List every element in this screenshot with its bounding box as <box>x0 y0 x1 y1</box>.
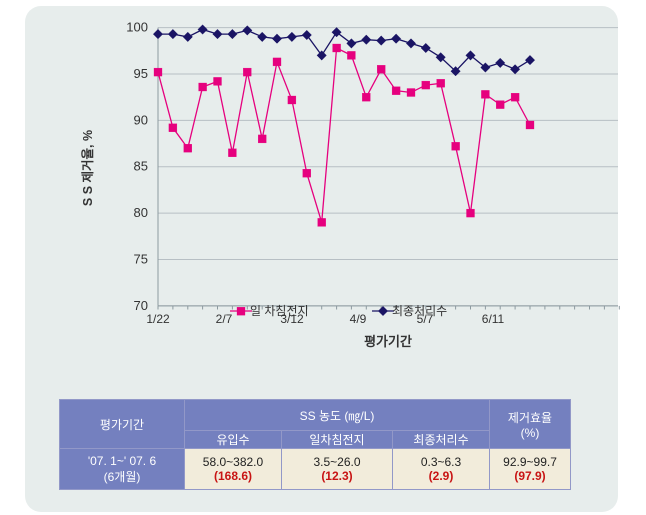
svg-text:4/9: 4/9 <box>350 312 367 326</box>
svg-text:6/11: 6/11 <box>482 312 505 326</box>
svg-text:90: 90 <box>134 112 148 127</box>
svg-text:평가기간: 평가기간 <box>364 334 412 349</box>
svg-text:최종처리수: 최종처리수 <box>392 304 447 318</box>
svg-text:85: 85 <box>134 159 148 174</box>
svg-text:100: 100 <box>126 20 148 35</box>
svg-text:80: 80 <box>134 205 148 220</box>
svg-text:70: 70 <box>134 298 148 313</box>
svg-text:1/22: 1/22 <box>146 312 170 326</box>
svg-text:S S 제거율, %: S S 제거율, % <box>80 130 95 206</box>
svg-text:75: 75 <box>134 252 148 267</box>
svg-text:일 차침전지: 일 차침전지 <box>250 304 309 318</box>
svg-text:2/7: 2/7 <box>216 312 233 326</box>
svg-text:95: 95 <box>134 66 148 81</box>
